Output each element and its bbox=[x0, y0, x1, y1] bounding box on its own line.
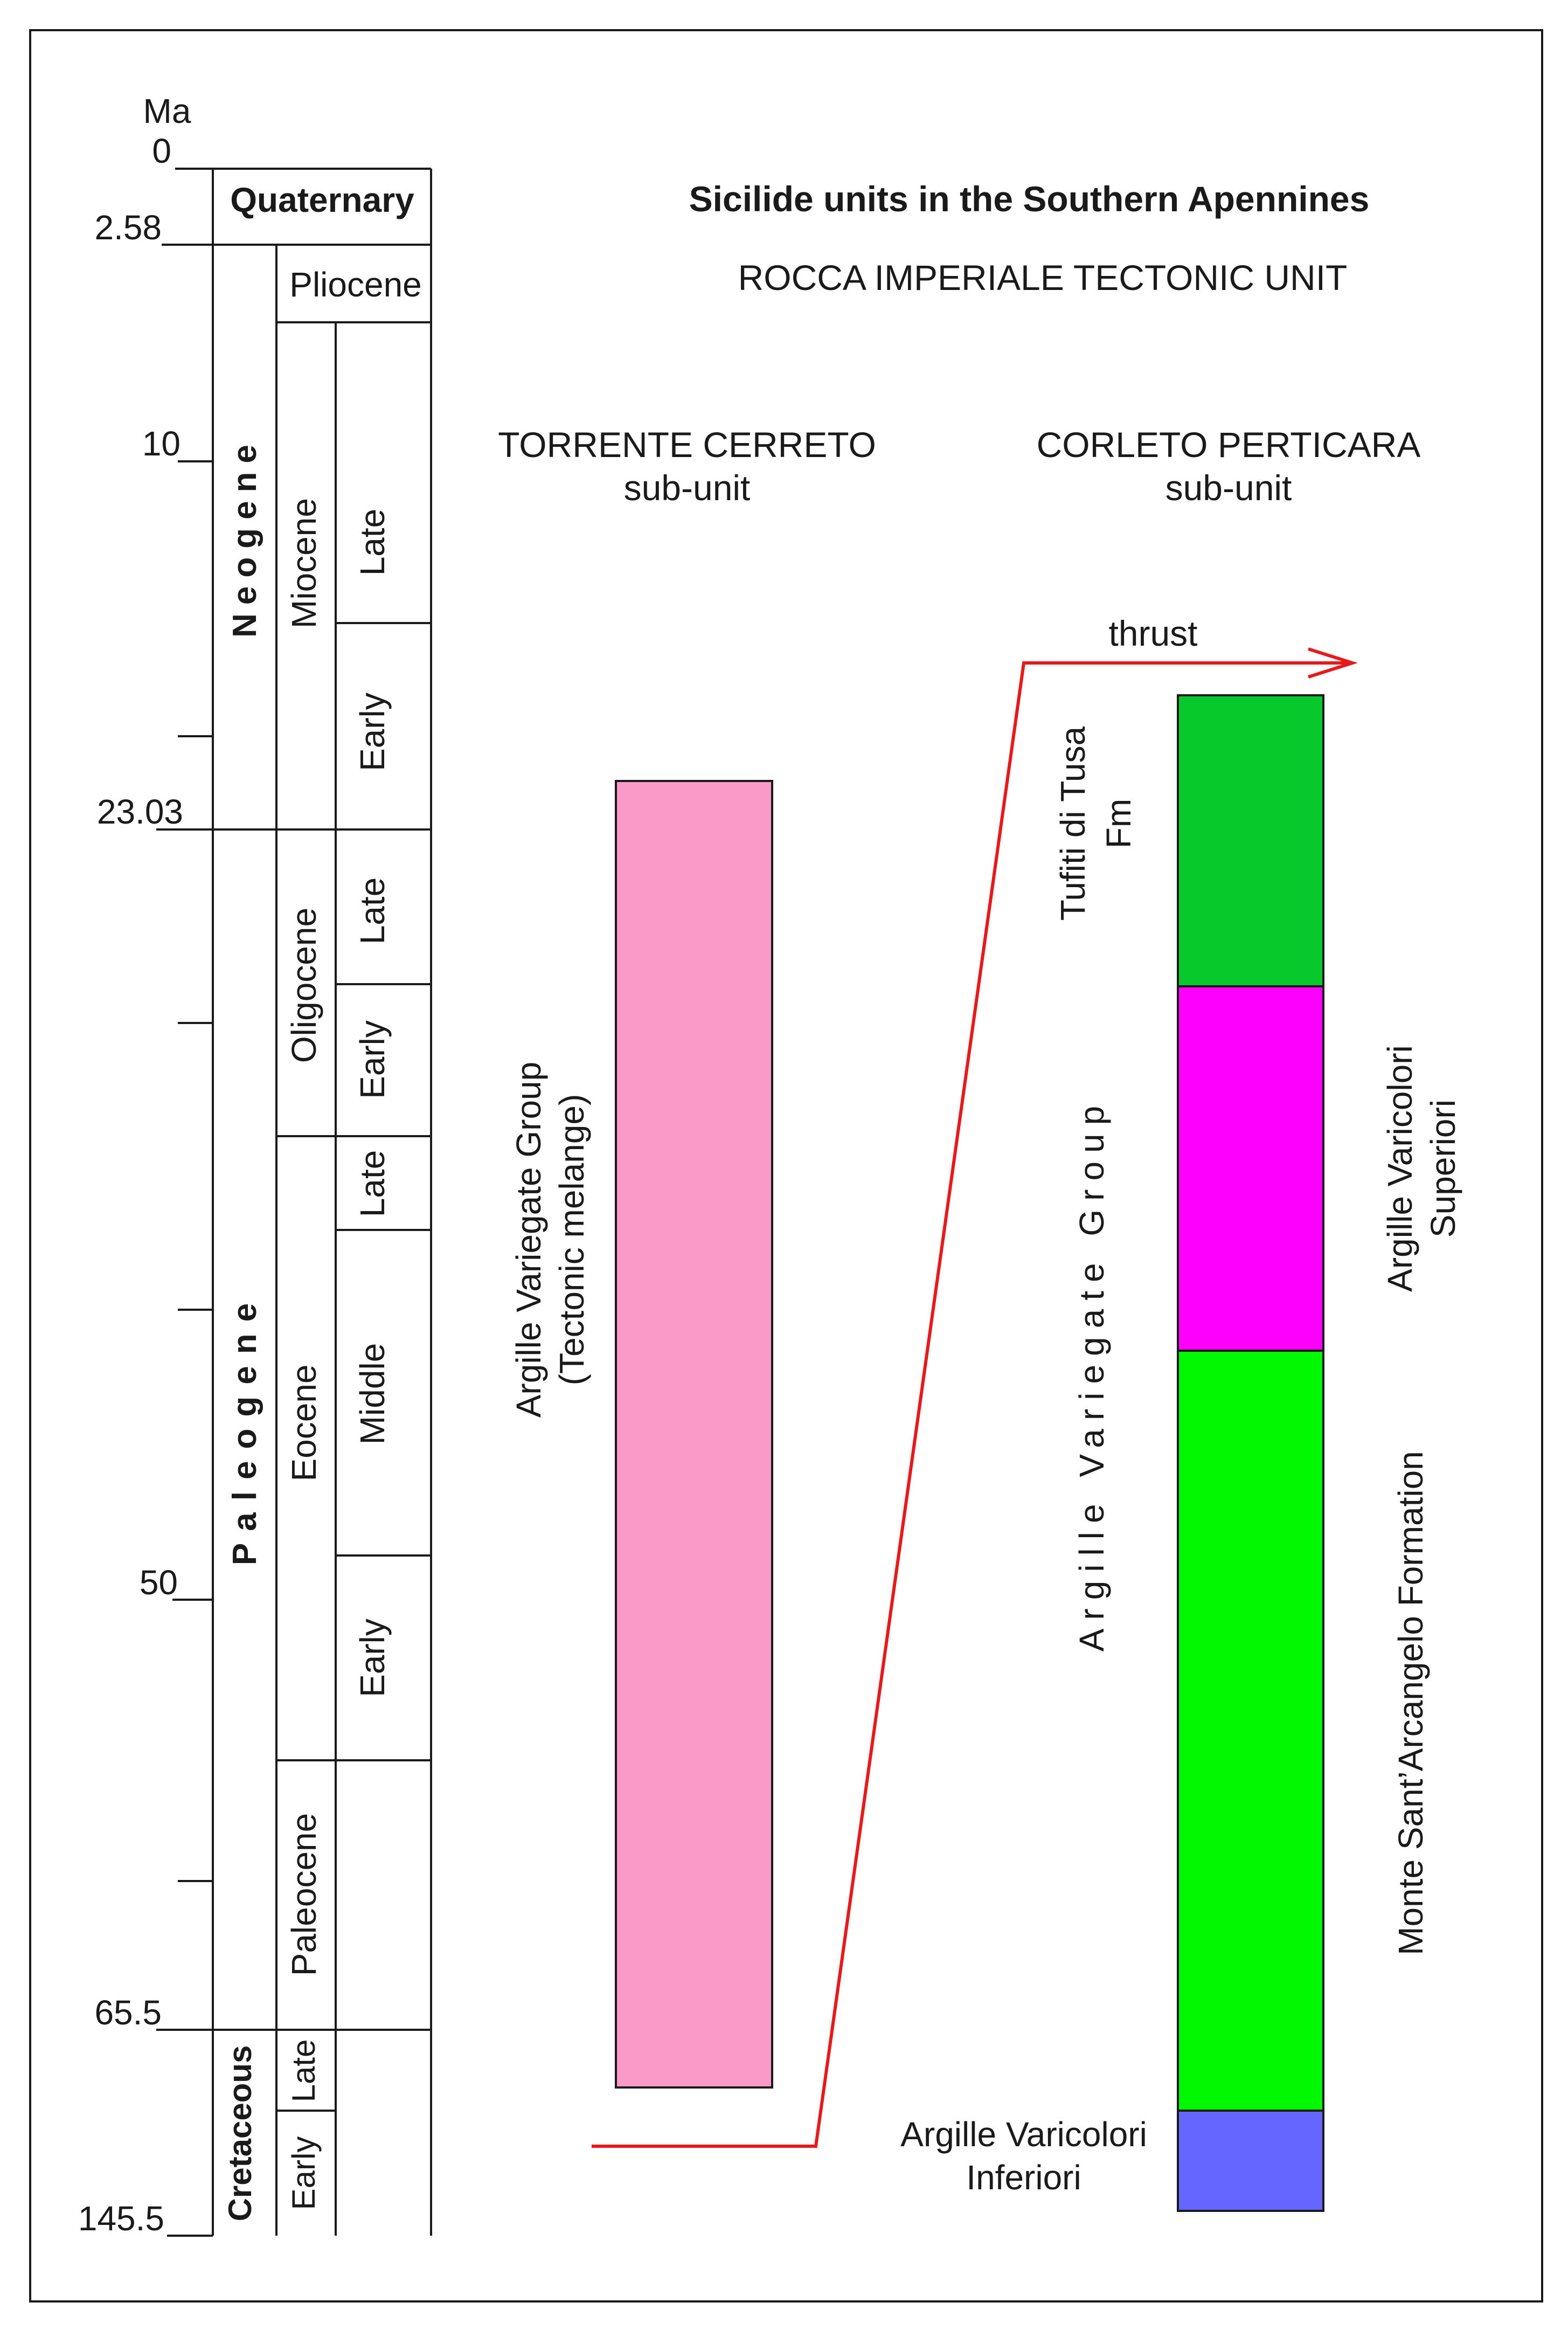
tick-label-2-58: 2.58 bbox=[94, 208, 162, 247]
corleto-subtitle: sub-unit bbox=[1165, 468, 1292, 508]
corleto-perticara-column: CORLETO PERTICARA sub-unit Tufiti di Tus… bbox=[900, 425, 1462, 2212]
tick-label-65-5: 65.5 bbox=[94, 1993, 162, 2032]
argille-variegate-label: Argille Variegate Group bbox=[509, 1062, 548, 1418]
subepoch-miocene-late: Late bbox=[353, 509, 392, 576]
tufiti-di-tusa-block bbox=[1177, 694, 1324, 987]
subepoch-oligocene-early: Early bbox=[353, 1020, 392, 1099]
subepoch-eocene-late: Late bbox=[353, 1150, 392, 1218]
period-neogene: Neogene bbox=[226, 436, 263, 638]
epoch-miocene: Miocene bbox=[285, 498, 323, 628]
torrente-cerreto-column: TORRENTE CERRETO sub-unit Argille Varieg… bbox=[498, 425, 876, 2089]
subepoch-miocene-early: Early bbox=[353, 693, 392, 771]
time-scale: Ma 0 2.58 10 23.03 50 65.5 145.5 bbox=[78, 92, 432, 2238]
period-cretaceous: Cretaceous bbox=[222, 2045, 258, 2222]
thrust-line bbox=[592, 661, 1352, 2148]
time-scale-grid bbox=[212, 169, 432, 2236]
argille-variegate-group-label: Argille Variegate Group bbox=[1072, 1097, 1111, 1652]
monte-sant-arcangelo-label: Monte Sant’Arcangelo Formation bbox=[1391, 1451, 1430, 1955]
ma-unit-label: Ma bbox=[143, 92, 191, 130]
torrente-title: TORRENTE CERRETO bbox=[498, 425, 876, 465]
figure-frame bbox=[29, 29, 1543, 2303]
tufiti-label-line2: Fm bbox=[1099, 799, 1138, 848]
epoch-cretaceous-early: Early bbox=[286, 2137, 322, 2210]
subepoch-oligocene-late: Late bbox=[353, 877, 392, 945]
superiori-label-line1: Argille Varicolori bbox=[1380, 1045, 1419, 1292]
argille-varicolori-superiori-block bbox=[1177, 985, 1324, 1352]
inferiori-label-line1: Argille Varicolori bbox=[900, 2115, 1147, 2154]
tick-label-145-5: 145.5 bbox=[78, 2199, 164, 2238]
epoch-eocene: Eocene bbox=[285, 1364, 323, 1481]
tick-label-10: 10 bbox=[142, 424, 181, 463]
tick-label-0: 0 bbox=[152, 132, 171, 170]
argille-variegate-block bbox=[615, 780, 773, 2089]
tick-label-50: 50 bbox=[140, 1563, 178, 1602]
argille-varicolori-inferiori-block bbox=[1177, 2110, 1324, 2212]
torrente-subtitle: sub-unit bbox=[624, 468, 751, 508]
tectonic-melange-label: (Tectonic melange) bbox=[552, 1094, 591, 1386]
subepoch-eocene-middle: Middle bbox=[353, 1343, 392, 1445]
epoch-paleocene: Paleocene bbox=[285, 1813, 323, 1976]
epoch-cretaceous-late: Late bbox=[286, 2039, 322, 2103]
period-quaternary: Quaternary bbox=[230, 181, 414, 219]
superiori-label-line2: Superiori bbox=[1424, 1100, 1462, 1237]
tick-label-23-03: 23.03 bbox=[97, 792, 183, 831]
monte-sant-arcangelo-block bbox=[1177, 1350, 1324, 2112]
diagram-title: Sicilide units in the Southern Apennines bbox=[689, 179, 1370, 219]
tufiti-label-line1: Tufiti di Tusa bbox=[1053, 726, 1092, 921]
thrust-label: thrust bbox=[1108, 613, 1197, 653]
thrust-arrow-head bbox=[1308, 647, 1358, 679]
epoch-oligocene: Oligocene bbox=[285, 908, 323, 1063]
subepoch-eocene-early: Early bbox=[353, 1619, 392, 1697]
period-paleogene: Paleogene bbox=[226, 1291, 263, 1565]
corleto-title: CORLETO PERTICARA bbox=[1037, 425, 1421, 465]
epoch-pliocene: Pliocene bbox=[289, 265, 422, 304]
inferiori-label-line2: Inferiori bbox=[966, 2158, 1081, 2197]
diagram-subtitle: ROCCA IMPERIALE TECTONIC UNIT bbox=[738, 258, 1348, 298]
time-ticks bbox=[156, 168, 431, 2237]
thrust: thrust bbox=[592, 613, 1358, 2148]
